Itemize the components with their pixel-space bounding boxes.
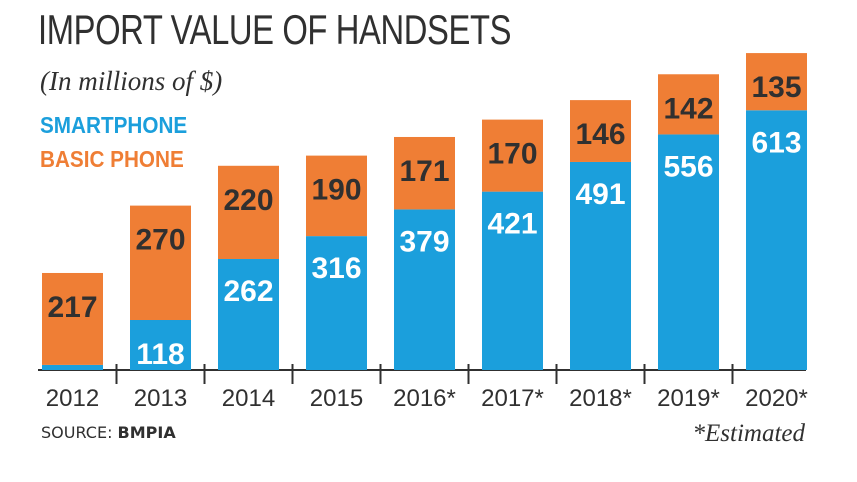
x-tick-label-2018: 2018* [569, 385, 632, 412]
data-label-basic-phone-2018: 146 [575, 118, 625, 151]
bar-smartphone-2020 [746, 110, 807, 370]
bar-basic-phone-2017 [482, 119, 543, 192]
x-tick-label-2014: 2014 [222, 385, 275, 412]
bar-smartphone-2012 [42, 364, 103, 370]
data-label-smartphone-2013: 118 [136, 338, 184, 371]
x-tick-label-2013: 2013 [134, 385, 187, 412]
bar-smartphone-2014 [218, 258, 279, 370]
bar-basic-phone-2016 [394, 136, 455, 210]
data-label-basic-phone-2020: 135 [751, 71, 801, 104]
data-label-smartphone-2016: 379 [399, 225, 449, 258]
bar-basic-phone-2012 [42, 272, 103, 365]
bar-basic-phone-2014 [218, 165, 279, 259]
data-label-basic-phone-2015: 190 [311, 174, 361, 207]
x-tick-label-2020: 2020* [745, 385, 808, 412]
data-label-smartphone-2015: 316 [311, 252, 361, 285]
data-label-smartphone-2017: 421 [487, 208, 537, 241]
bar-smartphone-2015 [306, 236, 367, 370]
data-label-smartphone-2020: 613 [751, 126, 801, 159]
data-label-basic-phone-2017: 170 [487, 138, 537, 171]
bar-smartphone-2019 [658, 134, 719, 370]
x-tick-label-2016: 2016* [393, 385, 456, 412]
source-line: SOURCE: BMPIA [41, 423, 176, 442]
bar-smartphone-2013 [130, 320, 191, 370]
data-label-basic-phone-2014: 220 [223, 184, 273, 217]
bar-basic-phone-2020 [746, 53, 807, 111]
chart-title: IMPORT VALUE OF HANDSETS [38, 6, 512, 53]
source-value: BMPIA [117, 423, 176, 442]
legend-basic-phone: BASIC PHONE [40, 146, 184, 172]
data-label-basic-phone-2019: 142 [663, 92, 713, 125]
data-label-basic-phone-2012: 217 [47, 291, 97, 324]
bar-basic-phone-2019 [658, 74, 719, 135]
bar-smartphone-2016 [394, 209, 455, 370]
chart-subtitle: (In millions of $) [40, 66, 223, 96]
bar-basic-phone-2018 [570, 100, 631, 162]
x-tick-label-2015: 2015 [310, 385, 363, 412]
data-label-smartphone-2019: 556 [663, 150, 713, 183]
data-label-basic-phone-2013: 270 [135, 224, 185, 257]
source-label: SOURCE: [41, 423, 113, 442]
x-tick-label-2012: 2012 [46, 385, 99, 412]
bar-smartphone-2017 [482, 191, 543, 370]
bar-smartphone-2018 [570, 161, 631, 370]
x-tick-label-2019: 2019* [657, 385, 720, 412]
estimated-footnote: *Estimated [692, 420, 806, 447]
data-label-smartphone-2018: 491 [575, 178, 625, 211]
x-tick-label-2017: 2017* [481, 385, 544, 412]
data-label-smartphone-2014: 262 [223, 275, 273, 308]
legend-smartphone: SMARTPHONE [40, 112, 188, 138]
data-label-basic-phone-2016: 171 [399, 155, 449, 188]
bar-basic-phone-2013 [130, 205, 191, 321]
bar-basic-phone-2015 [306, 155, 367, 237]
